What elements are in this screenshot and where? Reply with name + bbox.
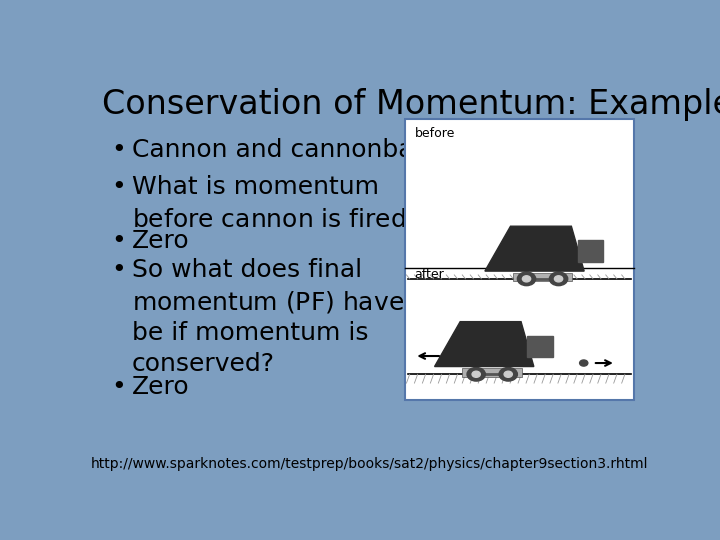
Text: momentum (P$\mathregular{F}$) have to: momentum (P$\mathregular{F}$) have to xyxy=(132,289,437,315)
FancyBboxPatch shape xyxy=(405,119,634,400)
FancyBboxPatch shape xyxy=(513,273,572,281)
Text: before cannon is fired (P$\mathregular{I}$)?: before cannon is fired (P$\mathregular{I… xyxy=(132,206,469,232)
Text: •: • xyxy=(111,138,126,161)
Text: •: • xyxy=(111,229,126,253)
Polygon shape xyxy=(485,226,584,271)
Text: conserved?: conserved? xyxy=(132,352,275,376)
Text: after: after xyxy=(415,268,444,281)
Text: Conservation of Momentum: Example 1: Conservation of Momentum: Example 1 xyxy=(102,87,720,120)
Circle shape xyxy=(549,272,567,286)
FancyBboxPatch shape xyxy=(462,368,522,377)
Circle shape xyxy=(518,272,536,286)
Circle shape xyxy=(554,276,562,282)
Text: before: before xyxy=(415,127,455,140)
Text: •: • xyxy=(111,175,126,199)
Text: •: • xyxy=(111,375,126,399)
Polygon shape xyxy=(577,240,603,261)
Circle shape xyxy=(472,371,480,377)
Polygon shape xyxy=(435,322,534,367)
Circle shape xyxy=(467,367,485,381)
Circle shape xyxy=(523,276,531,282)
Text: Zero: Zero xyxy=(132,375,189,399)
Circle shape xyxy=(499,367,518,381)
Text: be if momentum is: be if momentum is xyxy=(132,321,369,345)
Text: So what does final: So what does final xyxy=(132,258,362,282)
Circle shape xyxy=(580,360,588,366)
Text: Zero: Zero xyxy=(132,229,189,253)
Polygon shape xyxy=(528,336,553,357)
Text: •: • xyxy=(111,258,126,282)
Text: http://www.sparknotes.com/testprep/books/sat2/physics/chapter9section3.rhtml: http://www.sparknotes.com/testprep/books… xyxy=(90,457,648,471)
Text: Cannon and cannonball: Cannon and cannonball xyxy=(132,138,428,161)
Text: What is momentum: What is momentum xyxy=(132,175,379,199)
Circle shape xyxy=(504,371,513,377)
